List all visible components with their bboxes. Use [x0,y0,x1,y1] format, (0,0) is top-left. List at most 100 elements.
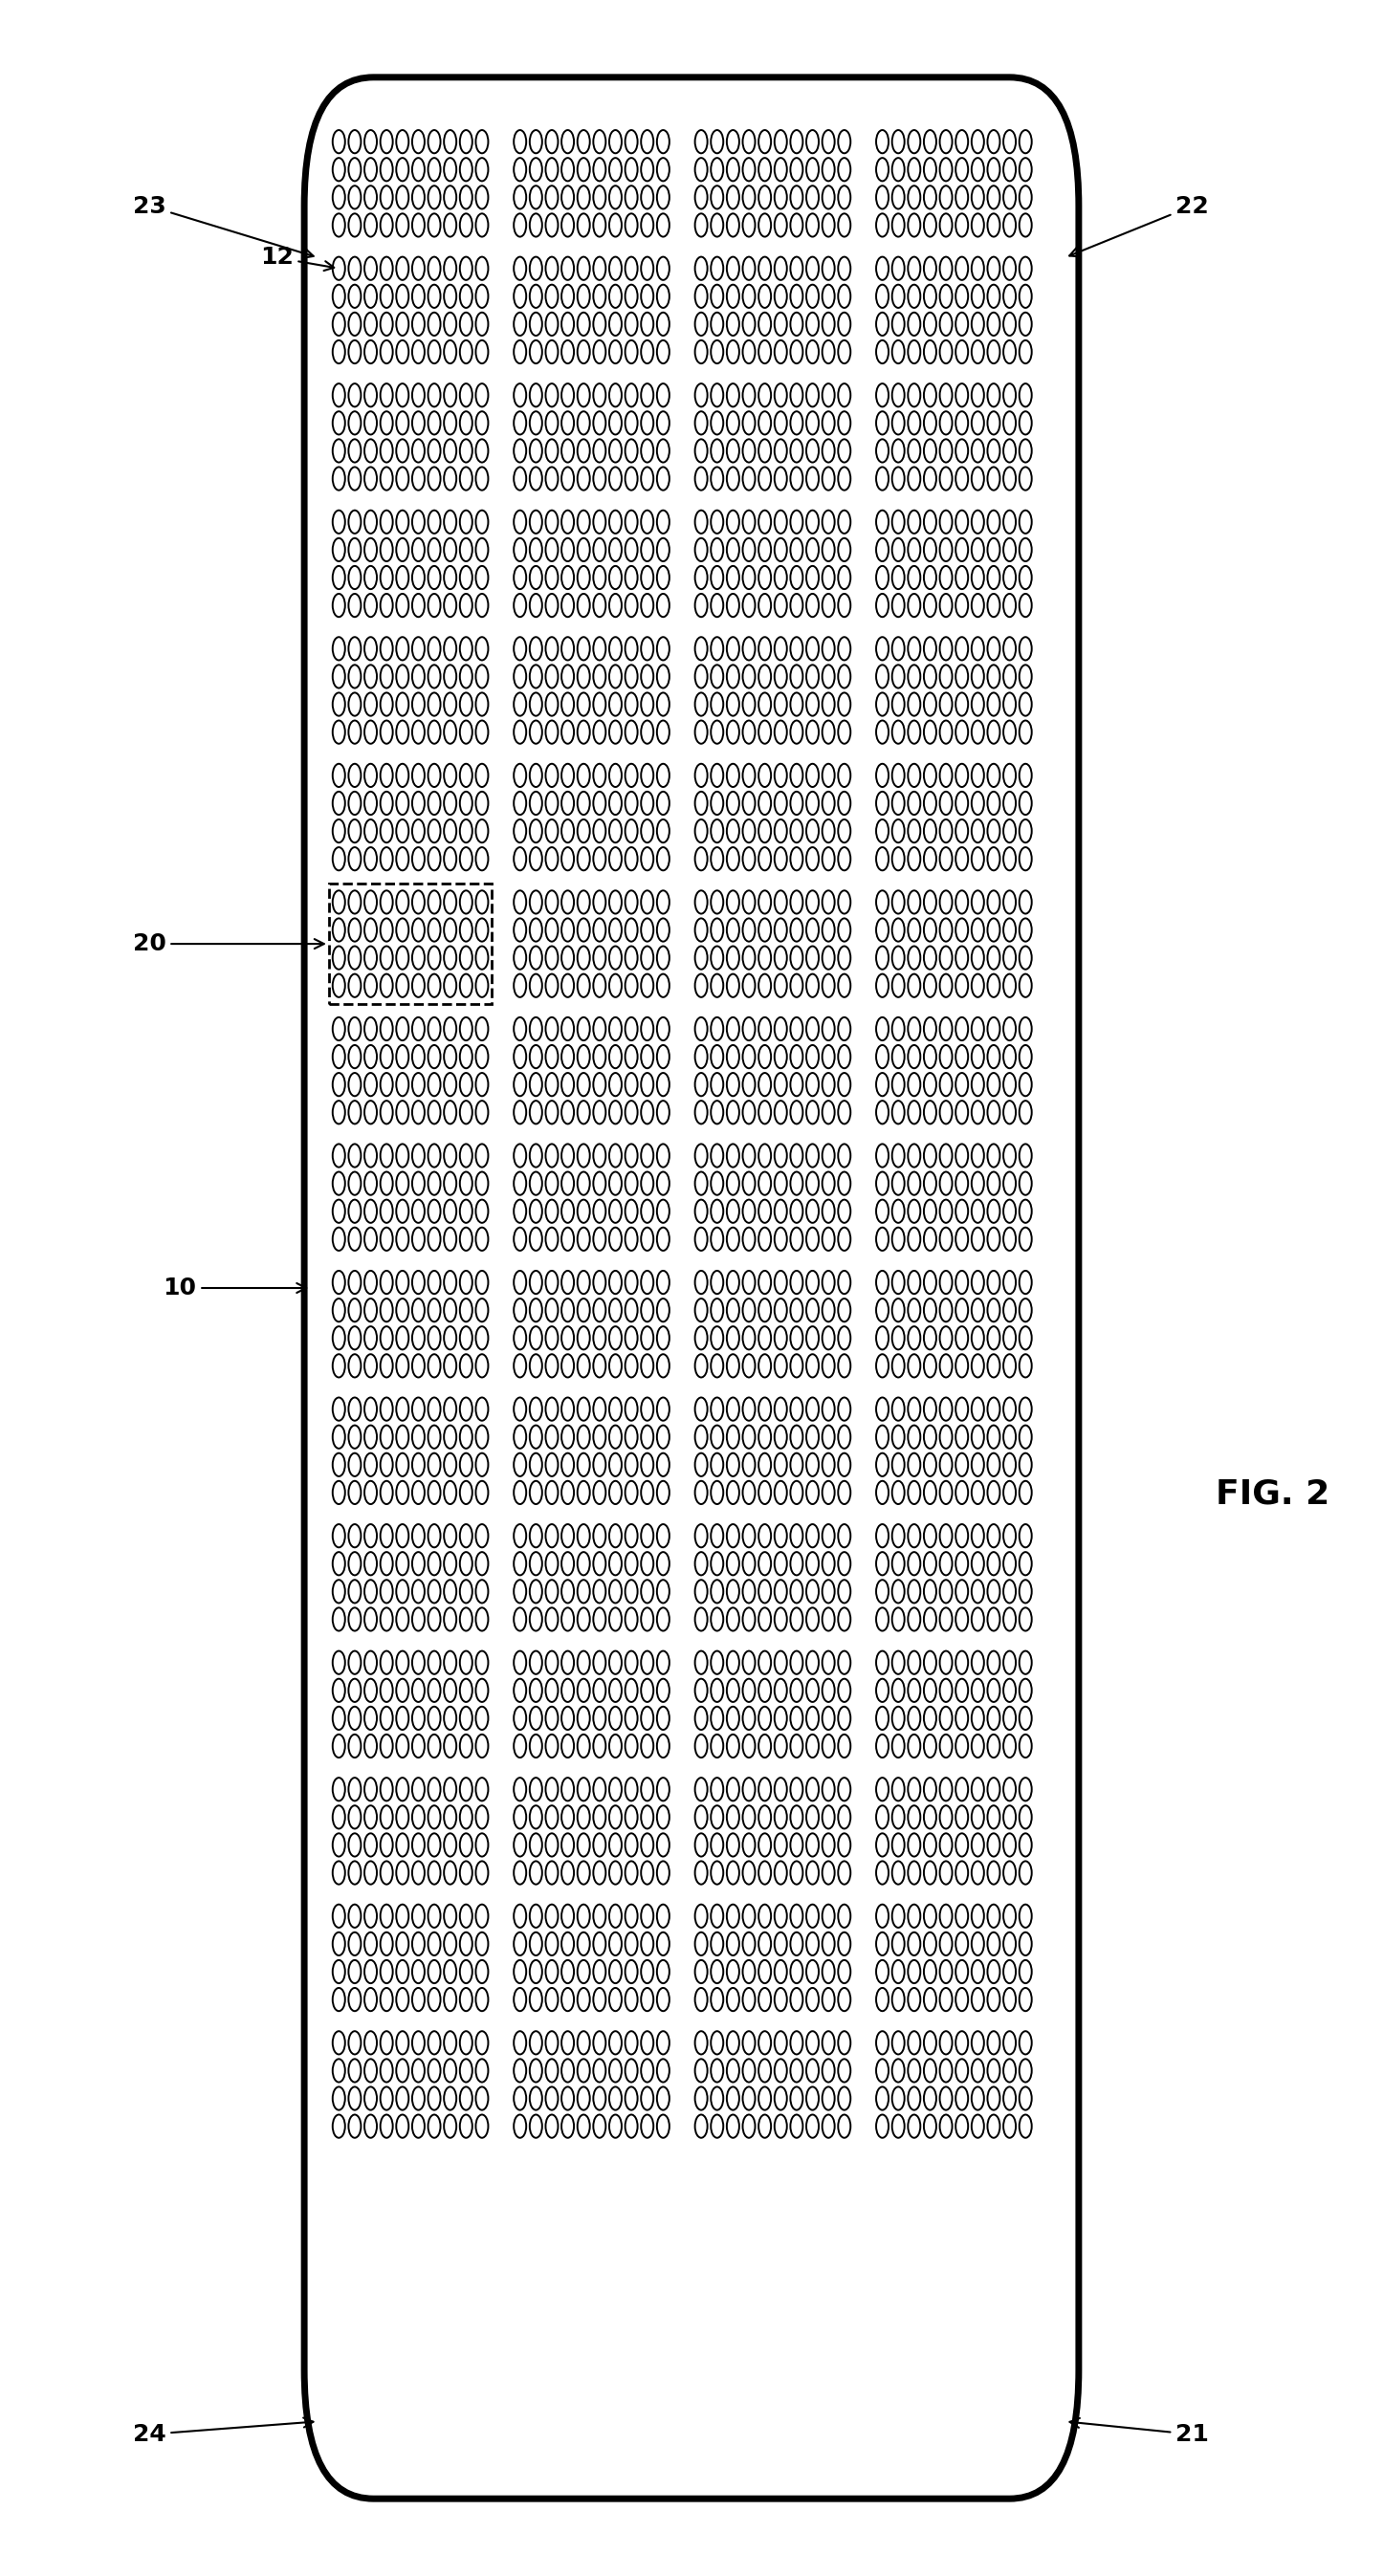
Circle shape [642,2032,653,2056]
Circle shape [380,2087,393,2110]
Circle shape [459,1425,472,1448]
Circle shape [822,1708,835,1731]
Circle shape [877,157,888,180]
Circle shape [578,1046,589,1069]
Circle shape [593,1298,606,1321]
Circle shape [1019,157,1032,180]
Circle shape [877,1777,888,1801]
Circle shape [429,1989,440,2012]
Circle shape [429,567,440,590]
Circle shape [1003,1651,1015,1674]
Circle shape [625,412,638,435]
Circle shape [657,636,669,659]
Circle shape [610,340,622,363]
Circle shape [759,945,772,969]
Circle shape [578,131,589,155]
Circle shape [727,1904,739,1927]
Circle shape [578,1734,589,1757]
Circle shape [924,1806,936,1829]
Circle shape [972,214,985,237]
Circle shape [349,2058,361,2081]
Circle shape [625,1607,638,1631]
Circle shape [822,1862,835,1886]
Circle shape [956,1355,968,1378]
Circle shape [349,819,361,842]
Circle shape [940,636,952,659]
Circle shape [791,721,802,744]
Circle shape [657,131,669,155]
Circle shape [972,1298,985,1321]
Circle shape [1003,1960,1015,1984]
Circle shape [987,1046,1000,1069]
Circle shape [838,819,851,842]
Circle shape [530,2115,542,2138]
Circle shape [657,1074,669,1097]
Circle shape [907,466,921,489]
Circle shape [791,974,802,997]
Circle shape [657,2058,669,2081]
Circle shape [838,1298,851,1321]
Circle shape [349,1100,361,1123]
Circle shape [838,286,851,309]
Circle shape [711,1327,723,1350]
Circle shape [349,1453,361,1476]
Circle shape [412,1074,425,1097]
Circle shape [380,1806,393,1829]
Circle shape [743,1425,755,1448]
Circle shape [625,1708,638,1731]
Circle shape [349,891,361,914]
Circle shape [380,258,393,281]
Circle shape [907,1777,921,1801]
Circle shape [940,1607,952,1631]
Circle shape [610,1100,622,1123]
Circle shape [444,1834,456,1857]
Circle shape [396,510,409,533]
Circle shape [396,1834,409,1857]
Circle shape [349,1425,361,1448]
Circle shape [578,2087,589,2110]
Circle shape [657,440,669,464]
Circle shape [412,974,425,997]
Circle shape [530,595,542,618]
Circle shape [561,1453,574,1476]
Circle shape [987,538,1000,562]
Circle shape [791,1777,802,1801]
Circle shape [349,765,361,788]
Circle shape [429,765,440,788]
Circle shape [956,1074,968,1097]
Circle shape [476,1018,488,1041]
Circle shape [657,1862,669,1886]
Circle shape [365,1989,378,2012]
Circle shape [696,1425,707,1448]
Circle shape [956,510,968,533]
Circle shape [429,819,440,842]
Circle shape [924,1229,936,1252]
Circle shape [530,384,542,407]
Circle shape [892,1862,904,1886]
Circle shape [1003,214,1015,237]
Circle shape [743,1525,755,1548]
Circle shape [759,1298,772,1321]
Circle shape [444,1932,456,1955]
Circle shape [907,721,921,744]
Circle shape [806,891,819,914]
Circle shape [838,1425,851,1448]
Circle shape [625,1834,638,1857]
Circle shape [727,1525,739,1548]
Circle shape [924,286,936,309]
Circle shape [1019,466,1032,489]
Circle shape [877,384,888,407]
Circle shape [365,2087,378,2110]
Circle shape [459,412,472,435]
Circle shape [1019,1200,1032,1224]
Circle shape [711,1298,723,1321]
Circle shape [791,1960,802,1984]
Circle shape [412,312,425,335]
Circle shape [365,945,378,969]
Circle shape [1019,974,1032,997]
Circle shape [476,1453,488,1476]
Circle shape [476,1989,488,2012]
Circle shape [530,791,542,814]
Circle shape [956,1144,968,1167]
Circle shape [546,312,559,335]
